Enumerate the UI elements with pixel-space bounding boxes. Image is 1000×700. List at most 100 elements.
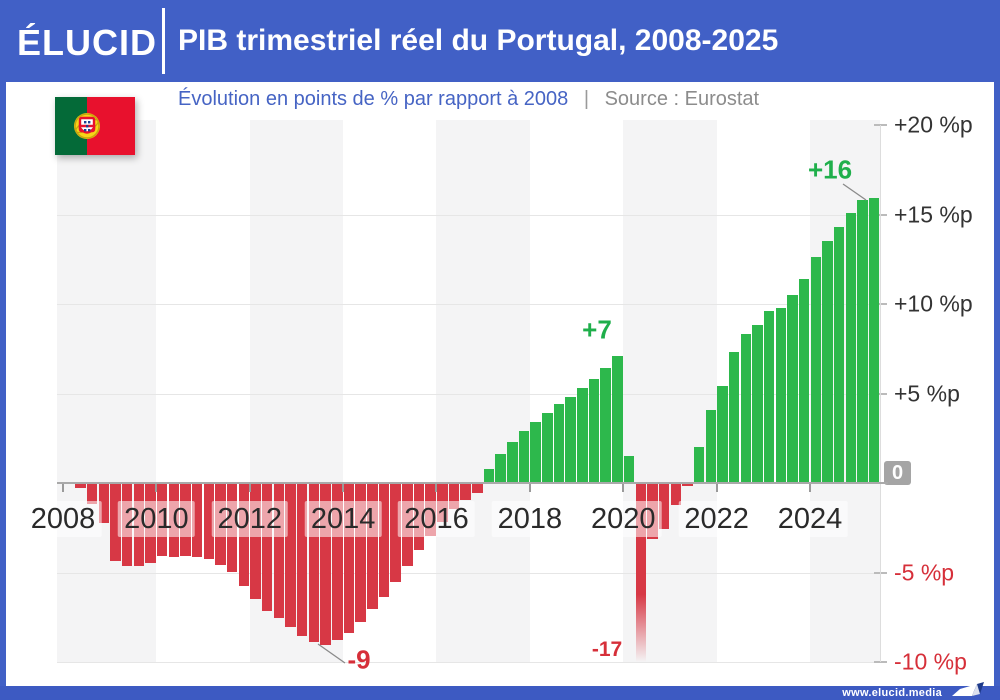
subtitle-text: Évolution en points de % par rapport à 2… [178,88,569,110]
bar-quarter [670,484,681,506]
x-axis-label: 2016 [398,501,475,537]
bar-quarter [448,484,460,510]
x-axis-tick [715,484,718,492]
bar-quarter-offscale [635,484,646,662]
bar-quarter [717,386,728,483]
bar-quarter [775,307,787,483]
page-title: PIB trimestriel réel du Portugal, 2008-2… [178,24,779,57]
bar-quarter [857,200,868,483]
chart-band [809,120,880,662]
x-axis-tick [528,484,531,492]
bar-quarter [577,388,588,483]
bar-quarter [565,397,576,483]
annotation-+16: +16 [807,154,853,185]
header-bar: ÉLUCID PIB trimestriel réel du Portugal,… [0,0,1000,82]
right-border [994,82,1000,686]
bar-quarter [588,379,600,483]
y-axis-label: -10 %p [894,648,967,675]
gridline [57,214,880,216]
bar-quarter [378,484,390,597]
bar-quarter [285,484,296,628]
bar-quarter [553,404,565,483]
bar-quarter [822,241,833,483]
bar-quarter [798,278,810,483]
y-axis-label: +10 %p [894,290,973,317]
bar-quarter [728,352,740,483]
bar-quarter [343,484,355,633]
x-axis-label: 2014 [304,501,382,537]
bar-quarter [763,311,775,483]
bar-quarter [472,484,483,493]
bar-quarter [507,441,518,483]
bar-quarter [297,484,308,637]
bar-quarter [273,484,285,619]
bar-quarter [308,484,320,642]
x-axis-tick [435,484,438,492]
bar-quarter [250,484,261,599]
bar-quarter [623,456,635,483]
bar-quarter [367,484,378,610]
x-axis-label: 2010 [118,501,195,537]
y-axis-tick [874,661,887,663]
zero-axis-label: 0 [884,461,912,485]
subtitle-separator: | [583,88,590,110]
gridline [57,304,880,305]
bar-quarter [320,484,331,646]
left-border [0,82,6,686]
x-axis-tick [248,484,251,492]
bar-quarter [75,484,86,488]
annotation-+7: +7 [582,314,612,345]
gridline [57,393,880,395]
footer-url: www.elucid.media [842,687,942,699]
annotation--17: -17 [591,638,623,661]
portugal-flag [55,97,135,155]
gridline [57,572,880,574]
bar-quarter [542,413,553,483]
bar-quarter [495,454,506,483]
bar-quarter [110,484,121,561]
bar-quarter [518,431,530,483]
bar-quarter [191,484,203,558]
x-axis-tick [622,484,625,492]
chart-band [57,120,157,662]
bar-quarter [833,227,845,483]
x-axis-tick [342,484,345,492]
elucid-logo: ÉLUCID [17,22,157,63]
bar-quarter [530,422,541,483]
x-axis-label: 2022 [678,501,755,537]
plot-right-border [880,125,881,662]
bar-quarter [740,334,751,483]
x-axis-tick [62,484,64,492]
y-axis-label: +20 %p [894,111,973,138]
y-axis-label: -5 %p [894,559,955,585]
bar-quarter [682,484,693,486]
chart-subtitle: Évolution en points de % par rapport à 2… [178,88,759,111]
source-text: Source : Eurostat [604,88,760,110]
bar-quarter [658,484,670,529]
bar-quarter [355,484,366,622]
bar-quarter [262,484,273,612]
bar-quarter [752,325,763,483]
bar-quarter [612,355,623,483]
x-axis-tick [808,484,811,492]
x-axis-label: 2018 [491,501,569,537]
bar-quarter [390,484,401,583]
gridline [57,662,880,663]
x-axis-label: 2024 [771,501,849,537]
footer-bar: www.elucid.media [0,682,1000,700]
bar-quarter [810,257,822,483]
bar-quarter [868,198,880,483]
bar-quarter [600,368,611,483]
annotation--9: -9 [347,644,371,675]
bar-quarter [98,484,110,524]
bar-quarter [693,447,705,483]
zero-line [57,482,888,484]
chart-band [436,120,530,662]
y-axis-label: +5 %p [894,380,960,406]
header-divider [162,8,165,74]
bar-quarter [203,484,215,560]
y-axis-label: +15 %p [894,201,973,227]
bar-quarter [845,212,857,483]
x-axis-label: 2008 [24,501,102,537]
